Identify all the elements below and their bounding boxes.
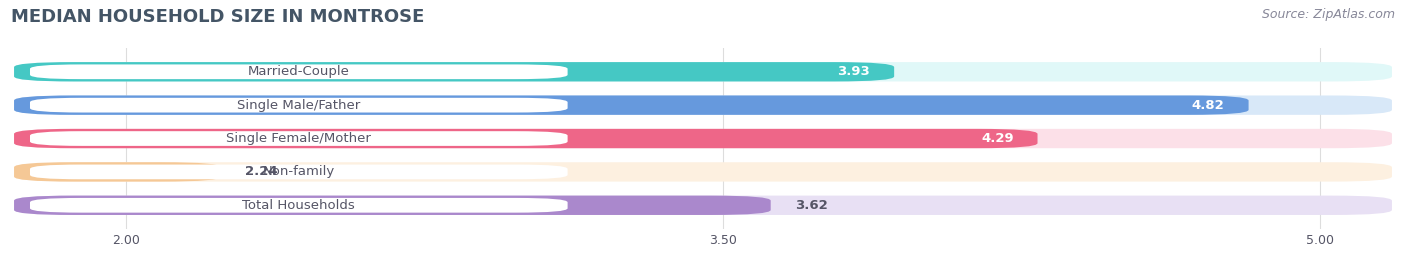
Text: Single Male/Father: Single Male/Father [238, 99, 360, 112]
FancyBboxPatch shape [14, 196, 770, 215]
Text: Source: ZipAtlas.com: Source: ZipAtlas.com [1261, 8, 1395, 21]
FancyBboxPatch shape [14, 162, 221, 182]
Text: 4.29: 4.29 [981, 132, 1014, 145]
FancyBboxPatch shape [14, 162, 1392, 182]
FancyBboxPatch shape [14, 129, 1038, 148]
FancyBboxPatch shape [14, 62, 1392, 82]
Text: MEDIAN HOUSEHOLD SIZE IN MONTROSE: MEDIAN HOUSEHOLD SIZE IN MONTROSE [11, 8, 425, 26]
FancyBboxPatch shape [30, 165, 568, 179]
FancyBboxPatch shape [14, 129, 1392, 148]
Text: Single Female/Mother: Single Female/Mother [226, 132, 371, 145]
FancyBboxPatch shape [14, 95, 1392, 115]
FancyBboxPatch shape [14, 62, 894, 82]
FancyBboxPatch shape [30, 198, 568, 213]
Text: 3.93: 3.93 [838, 65, 870, 78]
FancyBboxPatch shape [14, 196, 1392, 215]
FancyBboxPatch shape [30, 65, 568, 79]
Text: 2.24: 2.24 [245, 165, 277, 178]
Text: Total Households: Total Households [242, 199, 356, 212]
FancyBboxPatch shape [14, 95, 1249, 115]
Text: 4.82: 4.82 [1192, 99, 1225, 112]
Text: Married-Couple: Married-Couple [247, 65, 350, 78]
Text: 3.62: 3.62 [794, 199, 827, 212]
Text: Non-family: Non-family [263, 165, 335, 178]
FancyBboxPatch shape [30, 131, 568, 146]
FancyBboxPatch shape [30, 98, 568, 112]
